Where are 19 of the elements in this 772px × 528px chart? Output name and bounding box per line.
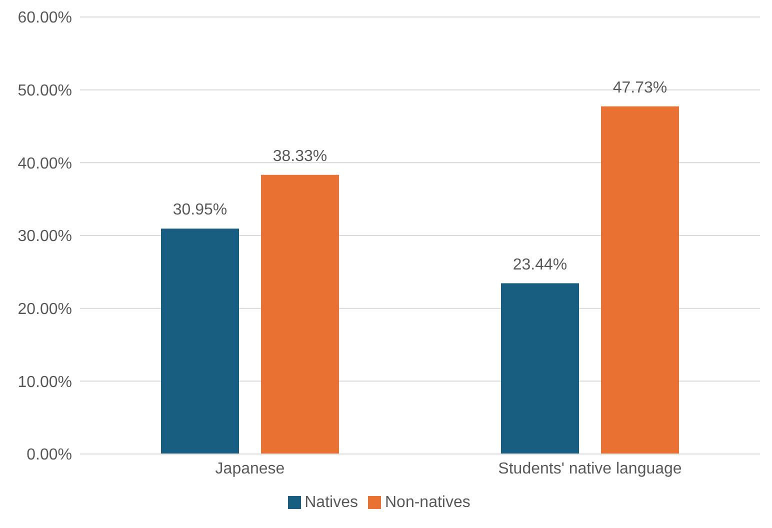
bar (161, 228, 239, 454)
legend-label: Natives (304, 494, 358, 511)
bar (601, 106, 679, 454)
data-label: 23.44% (512, 256, 568, 274)
data-label: 30.95% (172, 202, 228, 219)
y-tick-label: 20.00% (18, 301, 72, 318)
bar (501, 283, 579, 454)
y-tick-label: 50.00% (18, 82, 72, 100)
x-tick-label: Japanese (215, 460, 285, 478)
x-tick-label: Students' native language (498, 460, 682, 478)
data-label: 47.73% (612, 79, 668, 96)
y-tick-label: 40.00% (18, 155, 72, 172)
legend-label: Non-natives (384, 494, 470, 511)
y-tick-label: 60.00% (18, 10, 72, 27)
y-tick-label: 0.00% (26, 446, 72, 464)
bar (261, 174, 339, 454)
y-tick-label: 10.00% (18, 374, 72, 391)
data-label: 38.33% (272, 148, 328, 165)
y-tick-label: 30.00% (18, 228, 72, 246)
